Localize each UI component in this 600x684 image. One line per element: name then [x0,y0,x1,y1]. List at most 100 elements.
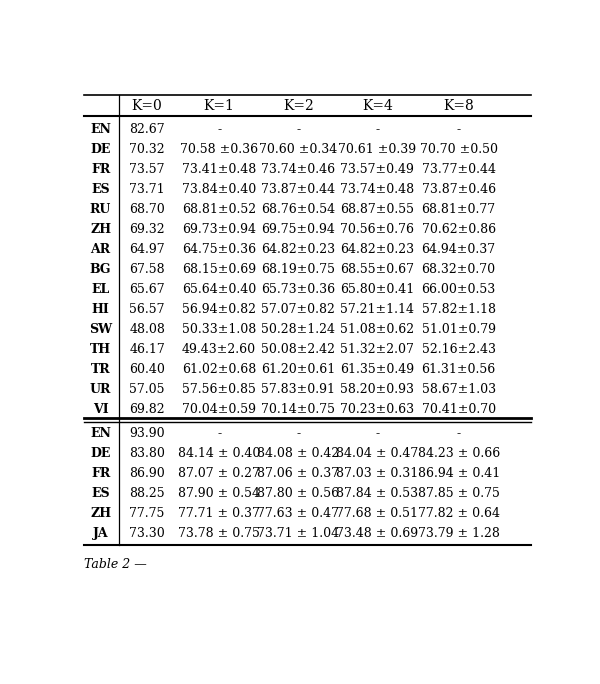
Text: EN: EN [90,427,111,440]
Text: BG: BG [90,263,112,276]
Text: 57.56±0.85: 57.56±0.85 [182,383,256,396]
Text: 70.58 ±0.36: 70.58 ±0.36 [180,143,258,156]
Text: 64.82±0.23: 64.82±0.23 [340,243,415,256]
Text: 61.02±0.68: 61.02±0.68 [182,363,256,376]
Text: 84.04 ± 0.47: 84.04 ± 0.47 [336,447,418,460]
Text: 73.84±0.40: 73.84±0.40 [182,183,256,196]
Text: 70.32: 70.32 [129,143,165,156]
Text: 70.62±0.86: 70.62±0.86 [422,223,496,236]
Text: 73.77±0.44: 73.77±0.44 [422,163,496,176]
Text: 68.70: 68.70 [129,203,165,216]
Text: 67.58: 67.58 [129,263,165,276]
Text: 57.83±0.91: 57.83±0.91 [261,383,335,396]
Text: K=4: K=4 [362,99,392,114]
Text: 87.90 ± 0.54: 87.90 ± 0.54 [178,487,260,500]
Text: UR: UR [90,383,111,396]
Text: HI: HI [92,303,109,316]
Text: 60.40: 60.40 [129,363,165,376]
Text: 56.57: 56.57 [130,303,165,316]
Text: 82.67: 82.67 [129,122,165,135]
Text: 69.75±0.94: 69.75±0.94 [261,223,335,236]
Text: 77.82 ± 0.64: 77.82 ± 0.64 [418,507,500,520]
Text: 69.82: 69.82 [129,403,165,416]
Text: 68.32±0.70: 68.32±0.70 [422,263,496,276]
Text: 70.61 ±0.39: 70.61 ±0.39 [338,143,416,156]
Text: AR: AR [91,243,110,256]
Text: 84.14 ± 0.40: 84.14 ± 0.40 [178,447,260,460]
Text: ZH: ZH [90,223,111,236]
Text: 73.78 ± 0.75: 73.78 ± 0.75 [178,527,260,540]
Text: 77.68 ± 0.51: 77.68 ± 0.51 [336,507,418,520]
Text: 73.74±0.46: 73.74±0.46 [261,163,335,176]
Text: 64.82±0.23: 64.82±0.23 [261,243,335,256]
Text: K=8: K=8 [443,99,474,114]
Text: 73.87±0.44: 73.87±0.44 [261,183,335,196]
Text: 77.71 ± 0.37: 77.71 ± 0.37 [178,507,260,520]
Text: 56.94±0.82: 56.94±0.82 [182,303,256,316]
Text: 68.76±0.54: 68.76±0.54 [261,203,335,216]
Text: 57.82±1.18: 57.82±1.18 [422,303,496,316]
Text: EL: EL [91,283,110,296]
Text: FR: FR [91,467,110,480]
Text: 51.32±2.07: 51.32±2.07 [340,343,414,356]
Text: DE: DE [91,447,111,460]
Text: 73.71 ± 1.04: 73.71 ± 1.04 [257,527,339,540]
Text: 84.08 ± 0.42: 84.08 ± 0.42 [257,447,340,460]
Text: 70.60 ±0.34: 70.60 ±0.34 [259,143,337,156]
Text: 50.33±1.08: 50.33±1.08 [182,323,256,336]
Text: ES: ES [91,487,110,500]
Text: -: - [217,427,221,440]
Text: -: - [296,427,300,440]
Text: 70.14±0.75: 70.14±0.75 [261,403,335,416]
Text: 70.04±0.59: 70.04±0.59 [182,403,256,416]
Text: 87.06 ± 0.37: 87.06 ± 0.37 [257,467,339,480]
Text: 58.67±1.03: 58.67±1.03 [422,383,496,396]
Text: 70.56±0.76: 70.56±0.76 [340,223,414,236]
Text: 50.28±1.24: 50.28±1.24 [261,323,335,336]
Text: 64.97: 64.97 [129,243,165,256]
Text: 87.85 ± 0.75: 87.85 ± 0.75 [418,487,500,500]
Text: 87.80 ± 0.56: 87.80 ± 0.56 [257,487,339,500]
Text: 66.00±0.53: 66.00±0.53 [421,283,496,296]
Text: -: - [457,427,461,440]
Text: VI: VI [93,403,109,416]
Text: 86.94 ± 0.41: 86.94 ± 0.41 [418,467,500,480]
Text: 58.20±0.93: 58.20±0.93 [340,383,414,396]
Text: 52.16±2.43: 52.16±2.43 [422,343,496,356]
Text: -: - [457,122,461,135]
Text: 83.80: 83.80 [129,447,165,460]
Text: 46.17: 46.17 [129,343,165,356]
Text: 77.63 ± 0.47: 77.63 ± 0.47 [257,507,339,520]
Text: 73.79 ± 1.28: 73.79 ± 1.28 [418,527,500,540]
Text: 61.20±0.61: 61.20±0.61 [261,363,335,376]
Text: 87.03 ± 0.31: 87.03 ± 0.31 [336,467,418,480]
Text: 51.01±0.79: 51.01±0.79 [422,323,496,336]
Text: SW: SW [89,323,112,336]
Text: 64.75±0.36: 64.75±0.36 [182,243,256,256]
Text: 65.80±0.41: 65.80±0.41 [340,283,415,296]
Text: 73.74±0.48: 73.74±0.48 [340,183,415,196]
Text: -: - [217,122,221,135]
Text: -: - [375,122,379,135]
Text: K=1: K=1 [204,99,235,114]
Text: 50.08±2.42: 50.08±2.42 [261,343,335,356]
Text: Table 2 —: Table 2 — [84,557,147,570]
Text: 73.41±0.48: 73.41±0.48 [182,163,256,176]
Text: EN: EN [90,122,111,135]
Text: 73.57: 73.57 [130,163,165,176]
Text: 86.90: 86.90 [129,467,165,480]
Text: 68.19±0.75: 68.19±0.75 [261,263,335,276]
Text: 57.07±0.82: 57.07±0.82 [261,303,335,316]
Text: 65.64±0.40: 65.64±0.40 [182,283,256,296]
Text: 61.31±0.56: 61.31±0.56 [421,363,496,376]
Text: 68.55±0.67: 68.55±0.67 [340,263,414,276]
Text: K=0: K=0 [132,99,163,114]
Text: 93.90: 93.90 [129,427,165,440]
Text: 68.81±0.52: 68.81±0.52 [182,203,256,216]
Text: 69.73±0.94: 69.73±0.94 [182,223,256,236]
Text: ZH: ZH [90,507,111,520]
Text: 88.25: 88.25 [129,487,165,500]
Text: 87.84 ± 0.53: 87.84 ± 0.53 [336,487,418,500]
Text: 65.73±0.36: 65.73±0.36 [261,283,335,296]
Text: 70.41±0.70: 70.41±0.70 [422,403,496,416]
